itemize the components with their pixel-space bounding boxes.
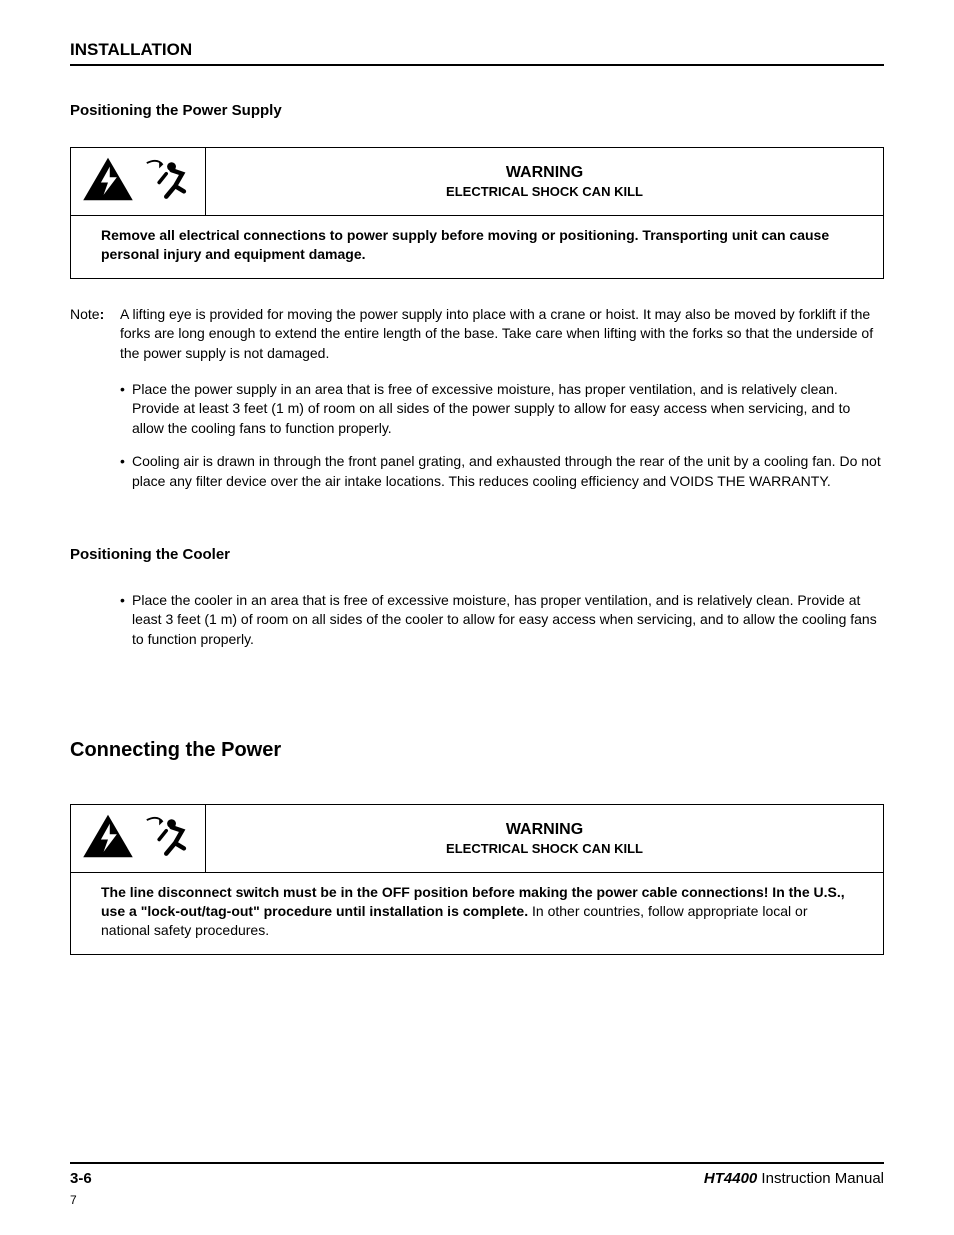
warning-icons-1 — [71, 148, 206, 215]
bullets-power-supply: Place the power supply in an area that i… — [70, 380, 884, 492]
warning-title: WARNING — [506, 821, 583, 839]
manual-title: HT4400 Instruction Manual — [704, 1170, 884, 1187]
warning-box-1: WARNING ELECTRICAL SHOCK CAN KILL Remove… — [70, 147, 884, 279]
bullets-cooler: Place the cooler in an area that is free… — [70, 591, 884, 650]
note-label: Note — [70, 306, 100, 322]
footer: 3-6 HT4400 Instruction Manual — [70, 1162, 884, 1187]
small-page-number: 7 — [70, 1193, 77, 1207]
warning-body-2: The line disconnect switch must be in th… — [71, 873, 883, 954]
person-hazard-icon — [141, 156, 195, 207]
list-item: Place the cooler in an area that is free… — [120, 591, 884, 650]
warning-subtitle: ELECTRICAL SHOCK CAN KILL — [446, 841, 643, 856]
shock-icon — [81, 813, 135, 864]
subheading-cooler: Positioning the Cooler — [70, 546, 884, 563]
warning-subtitle: ELECTRICAL SHOCK CAN KILL — [446, 184, 643, 199]
warning-title: WARNING — [506, 164, 583, 182]
subheading-power-supply: Positioning the Power Supply — [70, 102, 884, 119]
warning-icons-2 — [71, 805, 206, 872]
warning-body-1: Remove all electrical connections to pow… — [71, 216, 883, 278]
shock-icon — [81, 156, 135, 207]
list-item: Cooling air is drawn in through the fron… — [120, 452, 884, 491]
note-row: Note: A lifting eye is provided for movi… — [70, 305, 884, 364]
warning-box-2: WARNING ELECTRICAL SHOCK CAN KILL The li… — [70, 804, 884, 955]
page-number: 3-6 — [70, 1170, 92, 1187]
person-hazard-icon — [141, 813, 195, 864]
section-header: INSTALLATION — [70, 40, 884, 66]
heading-connecting-power: Connecting the Power — [70, 739, 884, 762]
note-text: A lifting eye is provided for moving the… — [120, 305, 884, 364]
list-item: Place the power supply in an area that i… — [120, 380, 884, 439]
